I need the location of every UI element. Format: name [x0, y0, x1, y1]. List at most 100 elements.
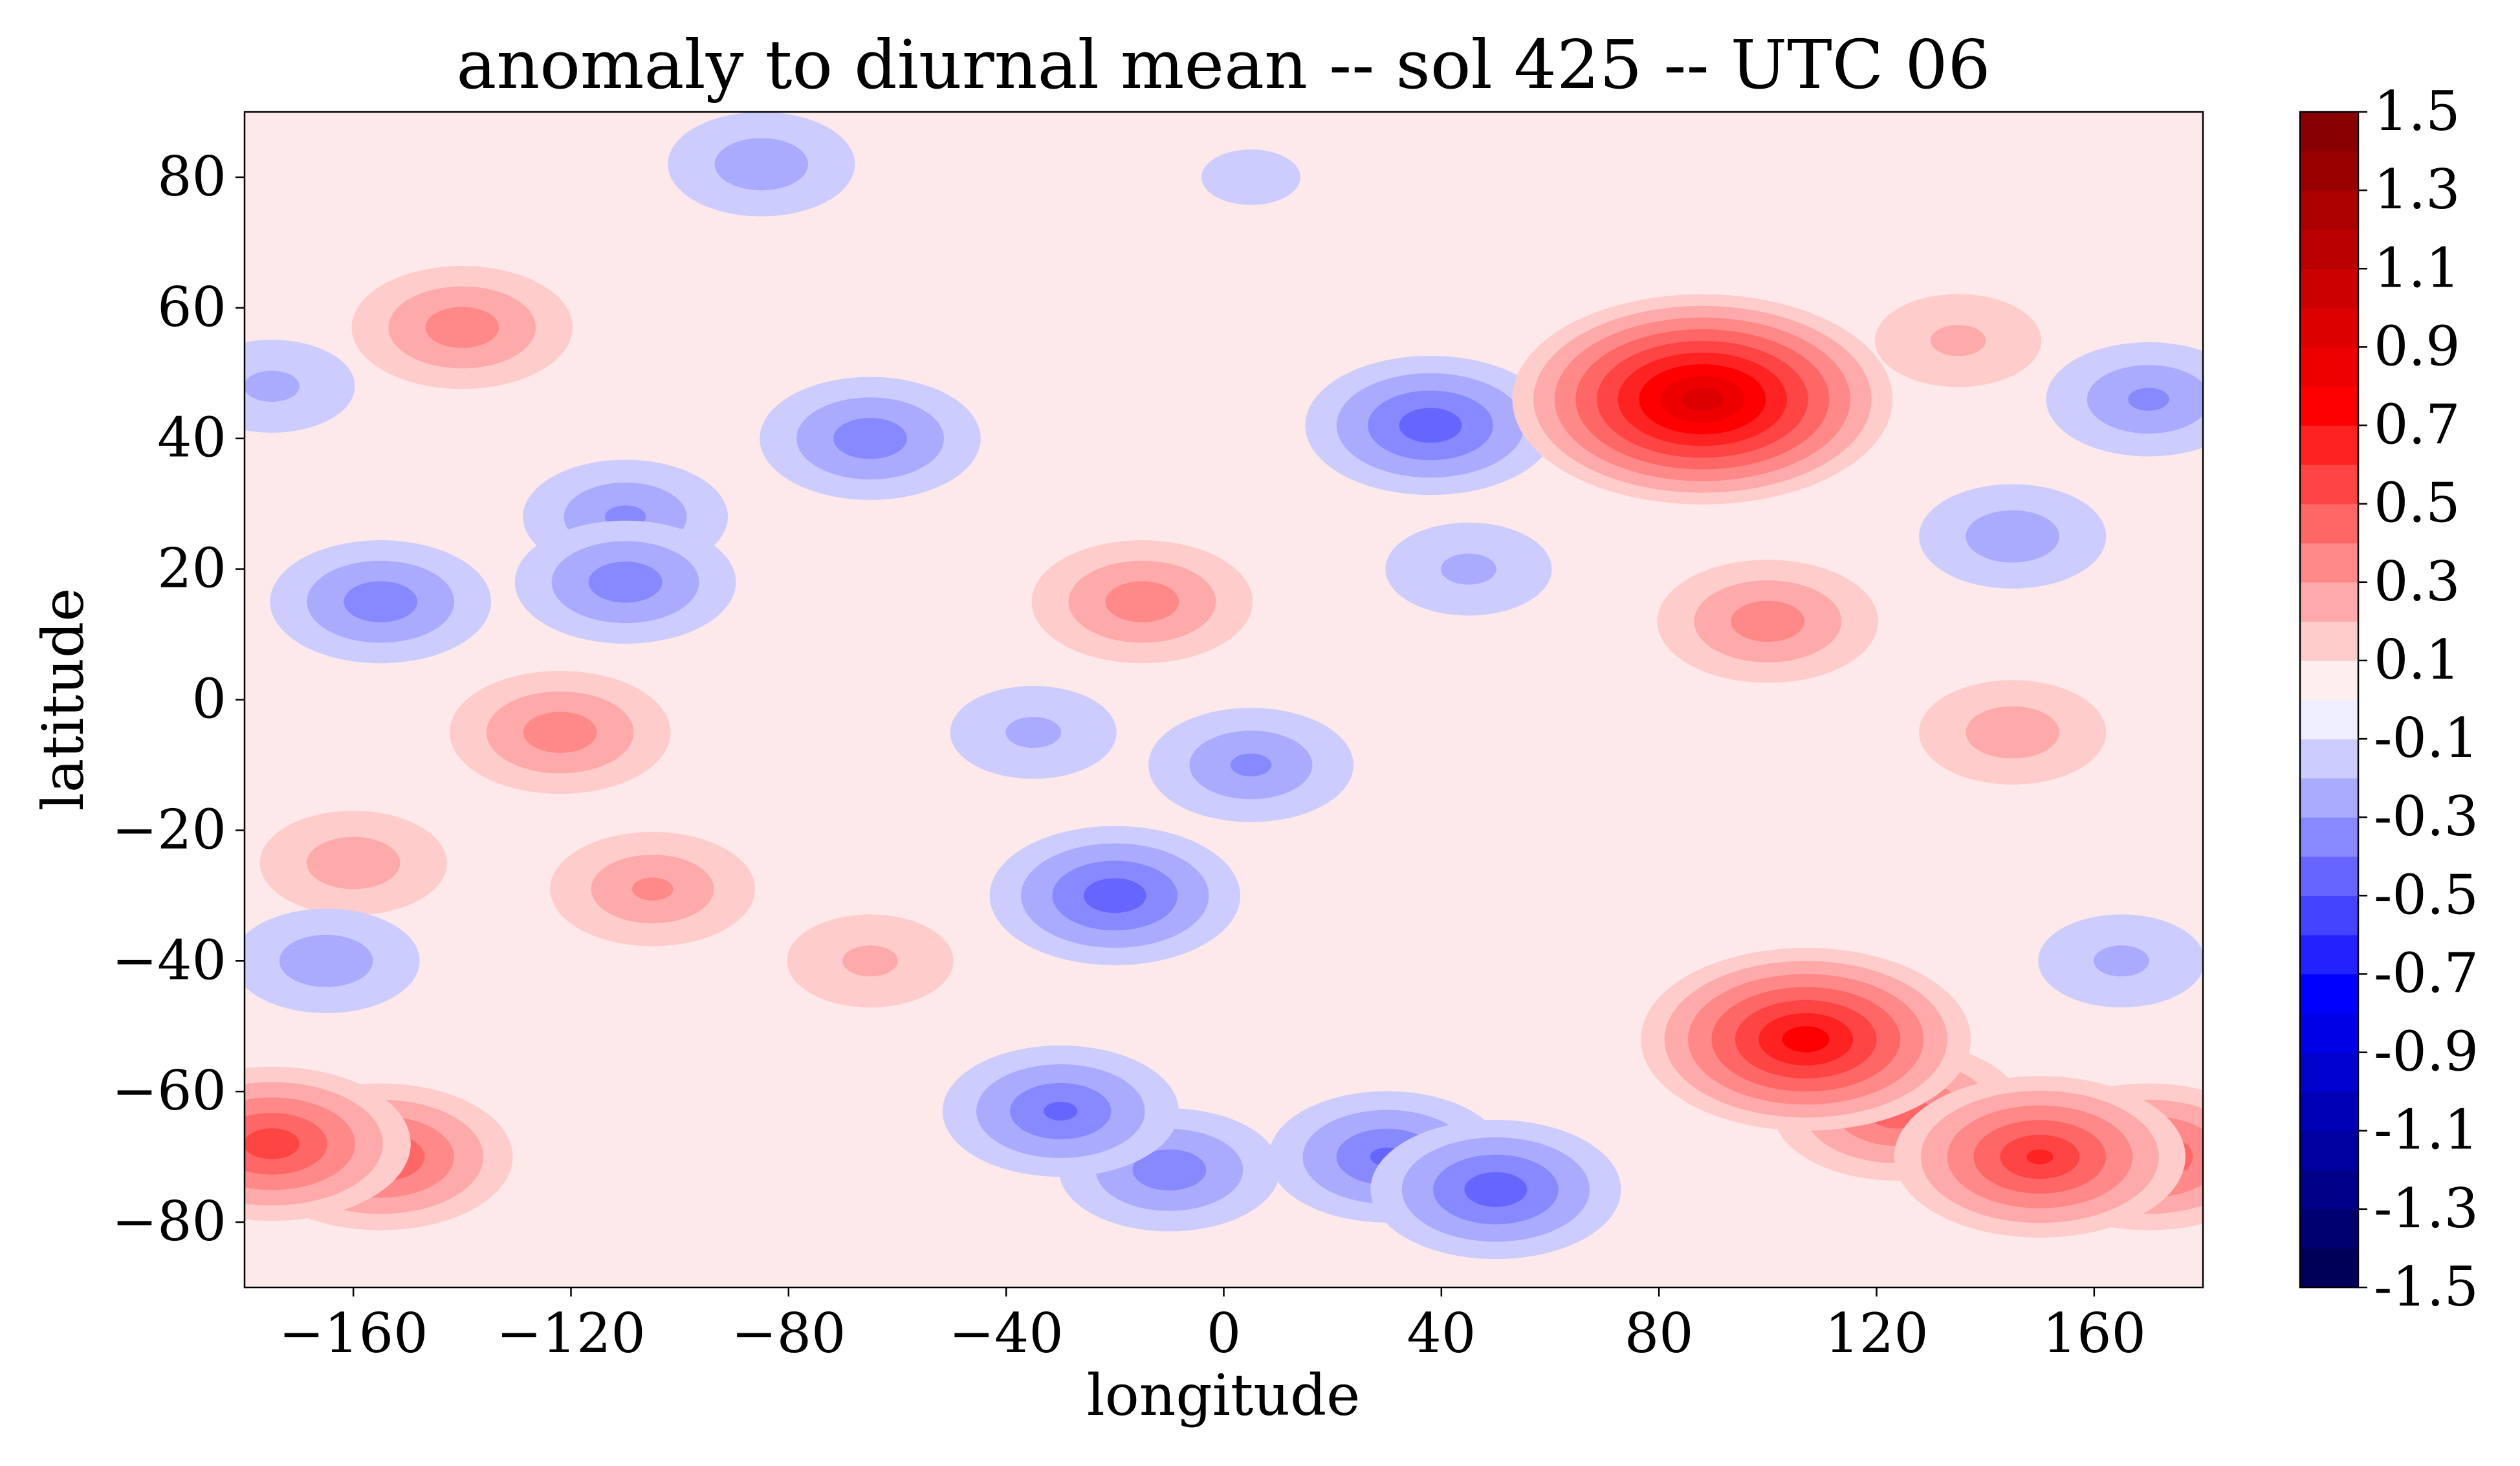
contour-feature — [668, 112, 855, 217]
contour-feature — [989, 826, 1240, 965]
contour-feature — [1305, 355, 1556, 496]
contour-band — [2094, 945, 2149, 977]
contour-feature — [942, 1045, 1179, 1177]
contour-band — [588, 562, 663, 603]
contour-feature — [245, 1066, 411, 1221]
contour-feature — [1919, 680, 2107, 785]
contour-feature — [259, 811, 447, 915]
colorbar-tick-label: 0.9 — [2374, 314, 2460, 378]
contour-feature — [1919, 484, 2107, 589]
colorbar-tick-label: 1.3 — [2374, 158, 2460, 221]
contour-band — [1930, 325, 1986, 356]
y-tick-label: 20 — [157, 537, 226, 600]
colorbar-band — [2300, 268, 2358, 309]
contour-band — [279, 934, 373, 987]
contour-band — [631, 877, 674, 901]
contour-band — [306, 837, 400, 890]
colorbar-band — [2300, 1170, 2358, 1210]
contour-feature — [760, 377, 981, 500]
y-axis-label: latitude — [30, 588, 96, 811]
colorbar-tick-label: -0.7 — [2374, 941, 2479, 1005]
contour-band — [1105, 581, 1179, 622]
colorbar-band — [2300, 112, 2358, 152]
contour-feature — [1031, 540, 1253, 664]
contour-feature — [245, 908, 420, 1013]
contour-feature — [950, 686, 1117, 779]
colorbar-band — [2300, 1013, 2358, 1053]
contour-feature — [1201, 149, 1300, 205]
y-tick-label: 80 — [157, 145, 226, 208]
contour-feature — [1370, 1120, 1621, 1260]
colorbar-band — [2300, 1130, 2358, 1170]
contour-band — [245, 371, 300, 402]
x-tick-label: −160 — [279, 1302, 428, 1365]
y-tick-label: −40 — [112, 928, 226, 992]
colorbar-tick-label: -1.1 — [2374, 1099, 2479, 1162]
contour-band — [1005, 717, 1062, 748]
colorbar-band — [2300, 974, 2358, 1014]
contour-feature — [550, 831, 755, 946]
colorbar-tick-label: -1.3 — [2374, 1177, 2479, 1240]
contour-feature — [1385, 522, 1552, 616]
colorbar-tick-label: 0.5 — [2374, 472, 2460, 535]
contour-feature — [1894, 1076, 2186, 1238]
contour-feature — [1641, 948, 1971, 1131]
colorbar-ticks: 1.5 1.3 1.1 0.9 0.7 0.5 0.3 0.1 -0.1 -0.3 -0.5 -0.7… — [2358, 80, 2479, 1318]
x-axis: −160 −120 −80 −40 0 40 80 120 160 — [279, 1287, 2146, 1365]
y-tick-label: 40 — [157, 406, 226, 470]
contour-band — [842, 945, 898, 977]
colorbar-band — [2300, 503, 2358, 543]
contour-band — [245, 1128, 300, 1159]
colorbar-band — [2300, 1209, 2358, 1249]
contour-band — [344, 581, 418, 622]
colorbar-band — [2300, 465, 2358, 505]
contour-feature — [449, 670, 671, 794]
colorbar-band — [2300, 895, 2358, 935]
y-tick-label: −80 — [112, 1190, 226, 1253]
contour-band — [1782, 1026, 1830, 1053]
contour-band — [2026, 1149, 2054, 1165]
y-tick-label: −20 — [112, 798, 226, 861]
x-tick-label: 0 — [1207, 1302, 1241, 1365]
contour-feature — [351, 266, 573, 389]
x-tick-label: −80 — [731, 1302, 846, 1365]
colorbar-band — [2300, 778, 2358, 818]
colorbar-band — [2300, 1091, 2358, 1132]
contour-feature — [245, 340, 355, 433]
colorbar-tick-label: 0.1 — [2374, 628, 2460, 692]
colorbar-band — [2300, 543, 2358, 583]
colorbar-band — [2300, 739, 2358, 779]
contour-feature — [2046, 342, 2203, 457]
contour-feature — [514, 520, 736, 644]
colorbar-bands — [2300, 112, 2358, 1288]
contour-band — [1731, 600, 1805, 642]
colorbar-band — [2300, 347, 2358, 387]
x-tick-label: 40 — [1407, 1302, 1476, 1365]
colorbar-frame — [2299, 111, 2360, 1289]
contour-band — [523, 712, 597, 753]
contour-band — [1681, 388, 1724, 411]
contour-band — [1464, 1172, 1528, 1207]
contour-feature — [1657, 560, 1879, 683]
y-tick-label: 60 — [157, 276, 226, 339]
colorbar-band — [2300, 856, 2358, 896]
colorbar-tick-label: -0.3 — [2374, 785, 2479, 848]
contour-band — [714, 138, 809, 191]
colorbar-tick-label: -0.1 — [2374, 706, 2479, 770]
colorbar-tick-label: 0.7 — [2374, 393, 2460, 457]
colorbar-band — [2300, 621, 2358, 661]
contour-band — [1441, 553, 1496, 585]
x-axis-label: longitude — [1087, 1362, 1361, 1428]
colorbar-band — [2300, 1052, 2358, 1092]
contour-band — [2128, 388, 2169, 411]
contour-band — [833, 418, 907, 459]
contour-feature — [2038, 914, 2203, 1008]
y-tick-label: −60 — [112, 1059, 226, 1122]
colorbar-band — [2300, 307, 2358, 347]
contour-band — [1044, 1102, 1078, 1121]
x-tick-label: −40 — [949, 1302, 1064, 1365]
colorbar-tick-label: 1.1 — [2374, 236, 2460, 300]
colorbar-band — [2300, 386, 2358, 426]
colorbar-band — [2300, 229, 2358, 269]
